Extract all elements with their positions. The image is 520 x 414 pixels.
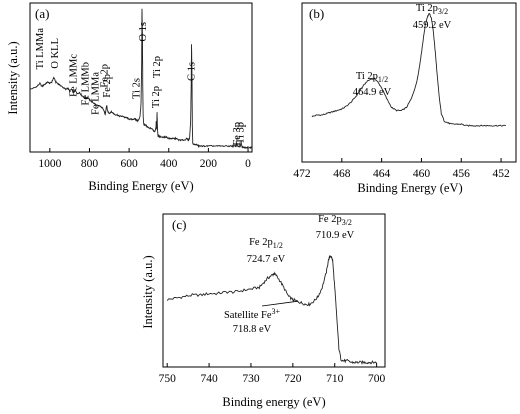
peak-annotation: Ti LMMa <box>35 28 46 70</box>
x-tick-label: 800 <box>81 158 99 170</box>
peak-annotation: Fe 2p <box>102 74 113 98</box>
peak-label-text: Fe 2p <box>318 214 342 225</box>
panel-b-xticks: 472 468 464 460 456 452 <box>293 158 510 180</box>
svg-text:Fe 2p1/2: Fe 2p1/2 <box>249 237 283 250</box>
panel-a: (a) Intensity (a.u.) Binding Energy (eV)… <box>6 2 253 193</box>
peak-annotation: Fe LMMb <box>81 62 92 105</box>
peak-label-subscript: 1/2 <box>273 241 283 250</box>
peak-annotation: O 1s <box>138 22 149 42</box>
peak-energy-ti-2p12: 464.9 eV <box>353 87 392 98</box>
panel-b-spectrum <box>311 12 507 127</box>
peak-annotation: O KLL <box>50 38 61 69</box>
peak-label-ti-2p12: Ti 2p1/2 464.9 eV <box>353 71 392 98</box>
x-tick-label: 1000 <box>38 158 61 170</box>
peak-label-subscript: 1/2 <box>378 75 388 84</box>
peak-label-text: Ti 2p <box>416 3 438 14</box>
peak-label-fe-2p12: Fe 2p1/2 724.7 eV <box>247 237 286 265</box>
svg-text:Fe 2p3/2: Fe 2p3/2 <box>318 214 352 227</box>
panel-a-frame <box>29 2 253 153</box>
peak-annotation: Ti 3p <box>236 122 247 144</box>
peak-energy-fe-2p32: 710.9 eV <box>316 230 355 241</box>
peak-annotation: Fe 2p <box>100 64 111 88</box>
peak-annotation: Ti 2p <box>151 86 162 108</box>
panel-a-xlabel: Binding Energy (eV) <box>88 179 193 193</box>
panel-c-frame <box>162 213 386 368</box>
x-tick-label: 710 <box>326 373 344 385</box>
panel-c-xlabel: Binding energy (eV) <box>222 395 325 409</box>
x-tick-label: 460 <box>413 168 431 180</box>
panel-c: (c) Intensity (a.u.) Binding energy (eV)… <box>141 213 386 409</box>
peak-label-text: Ti 2p <box>356 71 378 82</box>
x-tick-label: 0 <box>245 158 251 170</box>
x-tick-label: 720 <box>284 373 302 385</box>
peak-label-text: Fe 2p <box>249 237 273 248</box>
x-tick-label: 700 <box>368 373 386 385</box>
peak-label-ti-2p32: Ti 2p3/2 459.2 eV <box>413 3 452 31</box>
panel-b-xlabel: Binding Energy (eV) <box>357 181 462 195</box>
x-tick-label: 456 <box>453 168 471 180</box>
panel-c-xticks: 750 740 730 720 710 700 <box>159 363 386 385</box>
peak-annotation: Fe LMMc <box>69 54 80 97</box>
x-tick-label: 472 <box>293 168 311 180</box>
panel-c-ylabel: Intensity (a.u.) <box>141 255 155 328</box>
panel-a-spectrum <box>29 8 253 150</box>
panel-a-label: (a) <box>35 6 49 21</box>
panel-b-frame <box>301 2 517 163</box>
x-tick-label: 468 <box>333 168 351 180</box>
panel-a-xticks: 1000 800 600 400 200 0 <box>38 148 251 170</box>
svg-text:Ti 2p3/2: Ti 2p3/2 <box>416 3 448 16</box>
svg-text:Satellite Fe3+: Satellite Fe3+ <box>224 307 281 321</box>
x-tick-label: 400 <box>160 158 178 170</box>
x-tick-label: 600 <box>120 158 138 170</box>
svg-text:Ti 2p1/2: Ti 2p1/2 <box>356 71 388 84</box>
peak-annotation: Fe 3p <box>232 122 243 146</box>
peak-annotation: Ti 2s <box>131 78 142 99</box>
panel-a-ylabel: Intensity (a.u.) <box>6 41 20 114</box>
peak-annotation: C 1s <box>187 62 198 81</box>
peak-annotation: Ti 2p <box>152 56 163 78</box>
panel-c-label: (c) <box>172 217 186 232</box>
satellite-label: Satellite Fe <box>224 310 272 321</box>
satellite-superscript: 3+ <box>272 307 281 316</box>
peak-label-subscript: 3/2 <box>342 218 352 227</box>
panel-b-label: (b) <box>309 6 324 21</box>
peak-annotation: Fe LMMa <box>90 72 101 115</box>
peak-energy-ti-2p32: 459.2 eV <box>413 20 452 31</box>
satellite-pointer <box>261 300 298 307</box>
panel-b: (b) Binding Energy (eV) 472 468 464 460 456 4… <box>293 2 517 195</box>
satellite-annotation: Satellite Fe3+ 718.8 eV <box>224 300 298 335</box>
x-tick-label: 452 <box>492 168 510 180</box>
x-tick-label: 750 <box>159 373 177 385</box>
peak-energy-fe-2p12: 724.7 eV <box>247 254 286 265</box>
satellite-energy: 718.8 eV <box>233 324 272 335</box>
x-tick-label: 730 <box>242 373 260 385</box>
peak-label-subscript: 3/2 <box>438 7 448 16</box>
panel-c-spectrum <box>166 254 377 366</box>
peak-label-fe-2p32: Fe 2p3/2 710.9 eV <box>316 214 355 241</box>
x-tick-label: 200 <box>200 158 218 170</box>
x-tick-label: 740 <box>200 373 218 385</box>
x-tick-label: 464 <box>373 168 391 180</box>
